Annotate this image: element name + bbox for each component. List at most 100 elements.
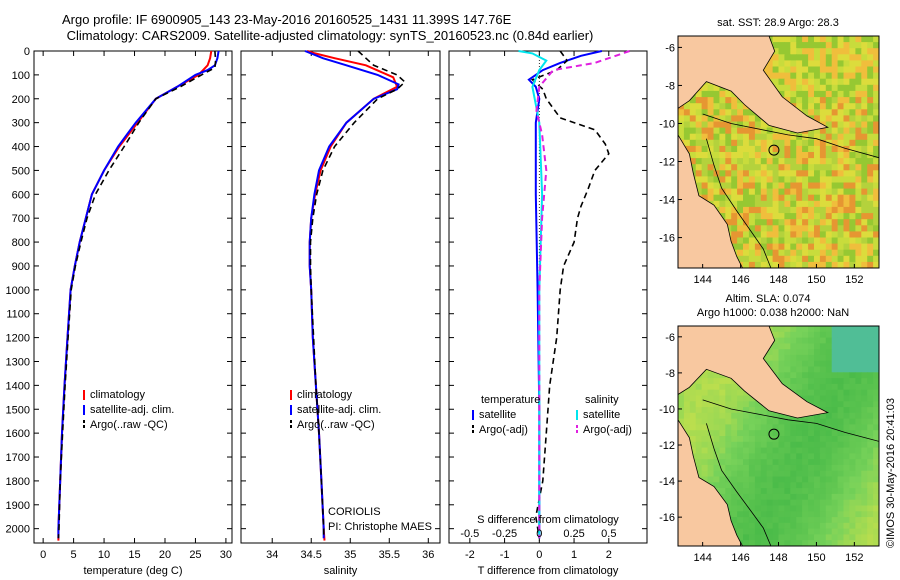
coriolis-label: CORIOLIS xyxy=(328,506,381,518)
map-y-tick-label: -8 xyxy=(665,368,675,380)
x-tick-label: 2 xyxy=(606,549,612,561)
depth-tick-label: 2000 xyxy=(6,524,30,536)
x-tick-label: 15 xyxy=(128,549,140,561)
x-tick-label: 25 xyxy=(189,549,201,561)
map-y-tick-label: -10 xyxy=(659,404,675,416)
map-y-tick-label: -6 xyxy=(665,332,675,344)
legend-item: climatology xyxy=(90,389,146,401)
x-tick-label: 20 xyxy=(159,549,171,561)
x-tick-label: 5 xyxy=(71,549,77,561)
sal-tick-label: -0.25 xyxy=(492,528,517,540)
argo-location-marker xyxy=(768,144,780,156)
legend-item: Argo(-adj) xyxy=(583,424,632,436)
imos-timestamp: ©IMOS 30-May-2016 20:41:03 xyxy=(885,398,897,548)
legend-header: salinity xyxy=(585,394,619,406)
x-tick-label: 34 xyxy=(266,549,278,561)
depth-tick-label: 800 xyxy=(12,237,30,249)
map-x-tick-label: 152 xyxy=(845,274,863,286)
map-x-tick-label: 150 xyxy=(807,552,825,564)
depth-tick-label: 1900 xyxy=(6,500,30,512)
land-new-guinea xyxy=(678,36,829,134)
map-y-tick-label: -16 xyxy=(659,512,675,524)
x-axis-label-top: S difference from climatology xyxy=(477,514,619,526)
depth-tick-label: 1000 xyxy=(6,285,30,297)
depth-tick-label: 1200 xyxy=(6,333,30,345)
title-line-1: Argo profile: IF 6900905_143 23-May-2016… xyxy=(62,12,512,27)
series-temperature-satellite xyxy=(527,50,603,539)
map-y-tick-label: -12 xyxy=(659,157,675,169)
x-tick-label: 34.5 xyxy=(301,549,322,561)
profile-panel-frame xyxy=(448,50,648,544)
legend-item: Argo(-adj) xyxy=(479,424,528,436)
series-argo-raw xyxy=(57,50,217,539)
map-x-tick-label: 144 xyxy=(693,274,711,286)
map-y-tick-label: -6 xyxy=(665,42,675,54)
map-x-tick-label: 150 xyxy=(807,274,825,286)
map-x-tick-label: 152 xyxy=(845,552,863,564)
x-axis-label: T difference from climatology xyxy=(478,565,619,577)
depth-tick-label: 1400 xyxy=(6,380,30,392)
legend-item: satellite-adj. clim. xyxy=(90,404,174,416)
x-axis-label: salinity xyxy=(324,565,358,577)
map-x-tick-label: 146 xyxy=(731,552,749,564)
x-tick-label: 30 xyxy=(220,549,232,561)
land-queensland xyxy=(678,134,743,268)
legend-item: satellite-adj. clim. xyxy=(297,404,381,416)
map-field-group xyxy=(678,36,879,268)
depth-tick-label: 500 xyxy=(12,165,30,177)
x-tick-label: 0 xyxy=(40,549,46,561)
map-y-tick-label: -14 xyxy=(659,195,675,207)
map-x-tick-label: 148 xyxy=(769,552,787,564)
x-tick-label: -2 xyxy=(465,549,475,561)
depth-tick-label: 1100 xyxy=(6,309,30,321)
series-salinity-argo xyxy=(535,50,630,539)
depth-tick-label: 0 xyxy=(24,46,30,58)
sal-tick-label: 0.5 xyxy=(601,528,616,540)
legend-item: Argo(..raw -QC) xyxy=(297,419,375,431)
depth-tick-label: 1300 xyxy=(6,356,30,368)
legend-item: Argo(..raw -QC) xyxy=(90,419,168,431)
depth-tick-label: 1600 xyxy=(6,428,30,440)
profile-panel-frame xyxy=(240,50,441,544)
sst-map-title: sat. SST: 28.9 Argo: 28.3 xyxy=(717,17,839,29)
sla-map-title-1: Altim. SLA: 0.074 xyxy=(726,293,811,305)
land-queensland xyxy=(678,419,743,546)
depth-tick-label: 1700 xyxy=(6,452,30,464)
pi-label: PI: Christophe MAES xyxy=(328,521,432,533)
title-line-2: Climatology: CARS2009. Satellite-adjuste… xyxy=(66,28,594,43)
depth-contour xyxy=(706,138,772,268)
sal-tick-label: -0.5 xyxy=(460,528,479,540)
x-tick-label: 35 xyxy=(344,549,356,561)
map-x-tick-label: 148 xyxy=(769,274,787,286)
depth-contour xyxy=(702,113,879,159)
map-field-group xyxy=(678,326,879,546)
depth-tick-label: 600 xyxy=(12,189,30,201)
sal-tick-label: 0 xyxy=(536,528,542,540)
legend-item: climatology xyxy=(297,389,353,401)
legend-item: satellite xyxy=(583,409,620,421)
depth-tick-label: 700 xyxy=(12,213,30,225)
x-tick-label: -1 xyxy=(500,549,510,561)
legend-header: temperature xyxy=(481,394,540,406)
depth-tick-label: 200 xyxy=(12,94,30,106)
map-y-tick-label: -10 xyxy=(659,118,675,130)
depth-tick-label: 900 xyxy=(12,261,30,273)
map-y-tick-label: -16 xyxy=(659,233,675,245)
x-axis-label: temperature (deg C) xyxy=(83,565,182,577)
map-x-tick-label: 144 xyxy=(693,552,711,564)
map-y-tick-label: -12 xyxy=(659,440,675,452)
depth-tick-label: 1800 xyxy=(6,476,30,488)
depth-tick-label: 300 xyxy=(12,118,30,130)
x-tick-label: 35.5 xyxy=(379,549,400,561)
x-tick-label: 0 xyxy=(536,549,542,561)
depth-contour xyxy=(702,399,879,442)
depth-tick-label: 100 xyxy=(12,70,30,82)
map-x-tick-label: 146 xyxy=(731,274,749,286)
depth-contour xyxy=(706,423,772,546)
argo-location-marker xyxy=(768,428,780,440)
depth-tick-label: 400 xyxy=(12,142,30,154)
x-tick-label: 36 xyxy=(422,549,434,561)
sla-map-title-2: Argo h1000: 0.038 h2000: NaN xyxy=(697,307,849,319)
series-argo-raw xyxy=(309,50,407,539)
